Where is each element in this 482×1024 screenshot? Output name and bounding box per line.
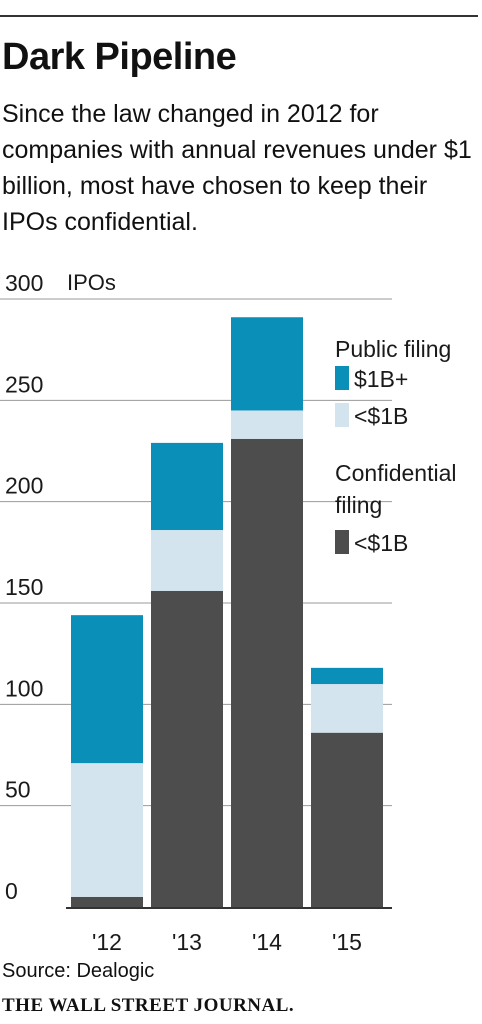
legend-label-confidential-under-1b: <$1B <box>354 530 408 556</box>
publisher-logo: THE WALL STREET JOURNAL. <box>2 995 295 1016</box>
bar-segment-public-over-1b <box>231 317 303 411</box>
y-axis-label: IPOs <box>67 270 116 295</box>
legend-swatch-confidential-under-1b <box>335 530 349 554</box>
bar-segment-confidential-under-1b <box>151 590 223 907</box>
legend-swatch-public-over-1b <box>335 366 349 390</box>
x-label-layer: '12 '13 '14 '15YTD <box>92 929 370 960</box>
bar-segment-public-over-1b <box>311 667 383 685</box>
legend-label-public-under-1b: <$1B <box>354 403 408 429</box>
legend-public-heading: Public filing <box>335 336 451 362</box>
bar-segment-public-under-1b <box>71 763 143 897</box>
grid-layer <box>0 298 392 909</box>
x-tick-label: '13 <box>172 929 202 955</box>
legend: Public filing $1B+ <$1B Confidential fil… <box>335 336 456 556</box>
y-tick-label: 150 <box>5 574 43 600</box>
y-tick-label: 0 <box>5 878 18 904</box>
x-tick-label: '15 <box>332 929 362 955</box>
bar-segment-public-over-1b <box>151 442 223 531</box>
legend-confidential-heading-line2: filing <box>335 492 382 518</box>
x-tick-label: '12 <box>92 929 122 955</box>
x-tick-label: '14 <box>252 929 282 955</box>
bar-segment-public-under-1b <box>311 684 383 733</box>
legend-swatch-public-under-1b <box>335 403 349 427</box>
bar-segment-confidential-under-1b <box>311 732 383 907</box>
y-tick-label: 300 <box>5 270 43 296</box>
chart-subtitle: Since the law changed in 2012 for compan… <box>2 100 472 236</box>
y-tick-label: 200 <box>5 473 43 499</box>
source-note: Source: Dealogic <box>2 960 155 982</box>
x-tick-sublabel: YTD <box>324 956 370 960</box>
bar-segment-public-under-1b <box>151 530 223 591</box>
top-rule <box>0 15 478 17</box>
bar-segment-public-over-1b <box>71 615 143 764</box>
legend-label-public-over-1b: $1B+ <box>354 366 408 392</box>
chart-title: Dark Pipeline <box>2 36 237 78</box>
bar-segment-confidential-under-1b <box>71 896 143 907</box>
y-tick-label: 250 <box>5 371 43 397</box>
legend-confidential-heading-line1: Confidential <box>335 460 456 486</box>
y-tick-label: 100 <box>5 675 43 701</box>
y-tick-label: 50 <box>5 777 31 803</box>
bar-layer <box>71 317 383 907</box>
bar-segment-confidential-under-1b <box>231 438 303 907</box>
bar-segment-public-under-1b <box>231 410 303 439</box>
y-tick-layer: 0 50 100 150 200 250 300 <box>5 270 43 904</box>
